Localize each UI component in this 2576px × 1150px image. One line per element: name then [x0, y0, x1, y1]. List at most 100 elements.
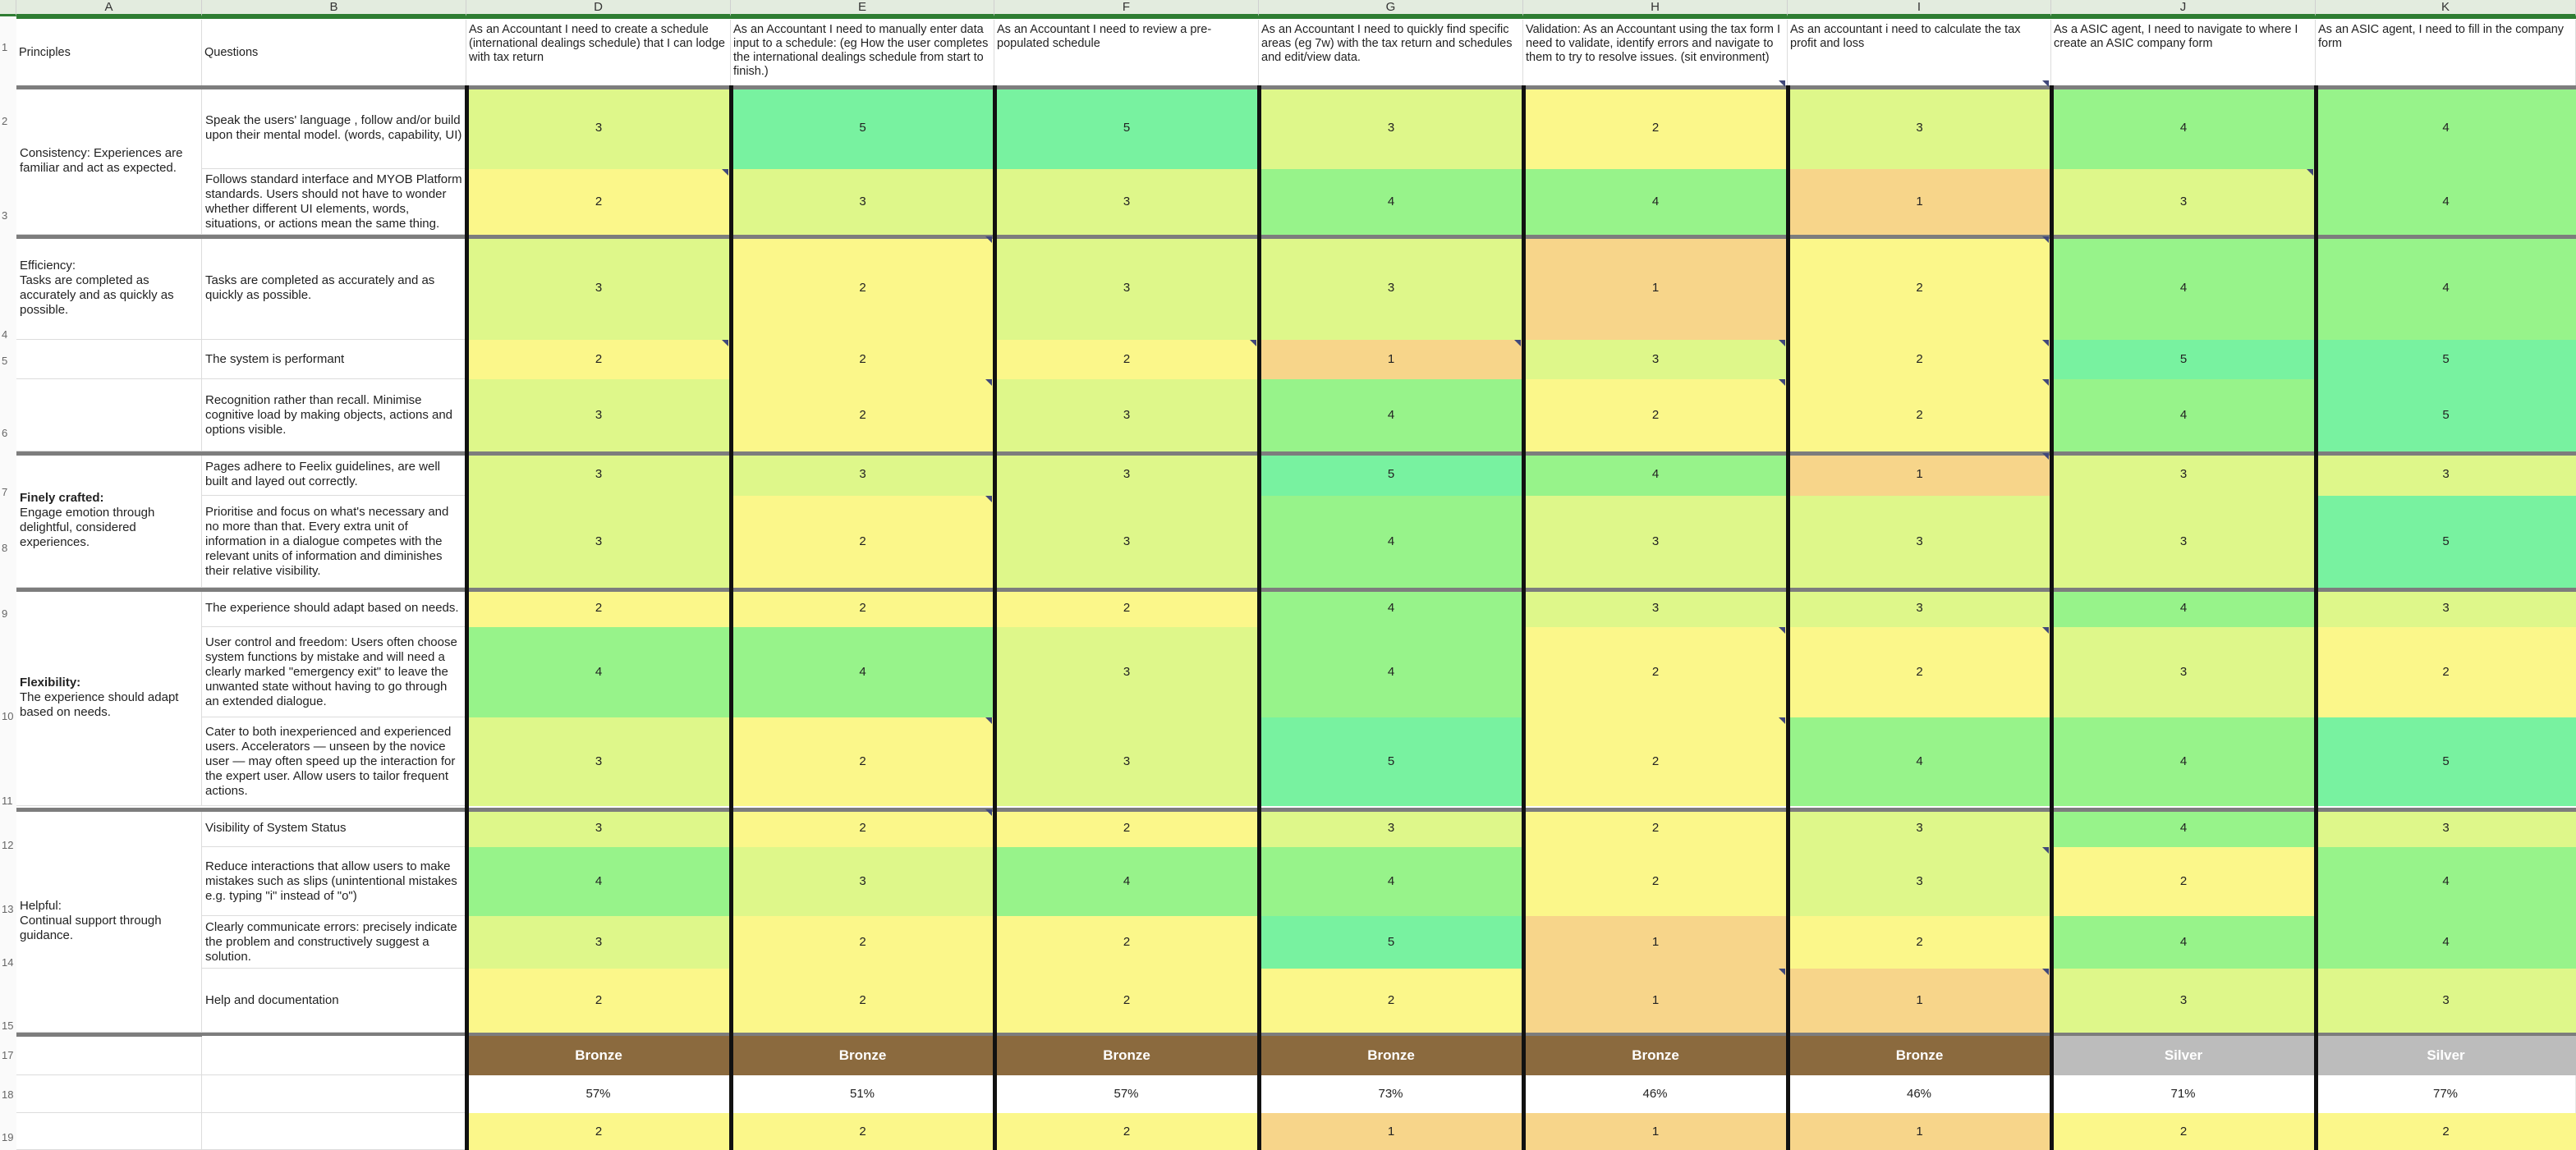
score-cell-g[interactable]: 4	[1259, 496, 1523, 588]
comment-marker[interactable]	[1779, 340, 1785, 346]
score-cell-k[interactable]: 5	[2316, 379, 2576, 451]
question-cell[interactable]: Tasks are completed as accurately and as…	[202, 236, 466, 340]
score-cell-f[interactable]: 3	[994, 627, 1259, 717]
percentage-cell-i[interactable]: 46%	[1788, 1075, 2051, 1113]
column-header-j[interactable]: J	[2051, 0, 2316, 16]
score-cell-f[interactable]: 2	[994, 340, 1259, 379]
score-cell-g[interactable]: 3	[1259, 87, 1523, 169]
question-cell[interactable]: The system is performant	[202, 340, 466, 379]
comment-marker[interactable]	[2042, 80, 2049, 87]
comment-marker[interactable]	[1250, 340, 1256, 346]
score-cell-g[interactable]: 1	[1259, 340, 1523, 379]
percentage-cell-d[interactable]: 57%	[466, 1075, 731, 1113]
bottom-score-cell-j[interactable]: 2	[2051, 1113, 2316, 1150]
column-header-a[interactable]: A	[16, 0, 202, 16]
score-cell-j[interactable]: 4	[2051, 809, 2316, 847]
score-cell-k[interactable]: 5	[2316, 496, 2576, 588]
score-cell-f[interactable]: 5	[994, 87, 1259, 169]
score-cell-i[interactable]: 4	[1788, 717, 2051, 806]
bottom-score-cell-g[interactable]: 1	[1259, 1113, 1523, 1150]
score-cell-k[interactable]: 5	[2316, 340, 2576, 379]
score-cell-j[interactable]: 3	[2051, 496, 2316, 588]
score-cell-d[interactable]: 3	[466, 87, 731, 169]
empty-cell-b[interactable]	[202, 1036, 466, 1075]
header-story-k[interactable]: As an ASIC agent, I need to fill in the …	[2316, 20, 2576, 85]
score-cell-d[interactable]: 2	[466, 969, 731, 1033]
score-cell-f[interactable]: 3	[994, 169, 1259, 235]
comment-marker[interactable]	[2307, 169, 2313, 176]
score-cell-f[interactable]: 2	[994, 809, 1259, 847]
score-cell-g[interactable]: 4	[1259, 169, 1523, 235]
score-cell-k[interactable]: 4	[2316, 236, 2576, 340]
score-cell-g[interactable]: 2	[1259, 969, 1523, 1033]
score-cell-f[interactable]: 3	[994, 496, 1259, 588]
comment-marker[interactable]	[985, 809, 992, 816]
principle-flexibility[interactable]: Flexibility: The experience should adapt …	[16, 589, 202, 806]
score-cell-j[interactable]: 4	[2051, 379, 2316, 451]
question-cell[interactable]: Recognition rather than recall. Minimise…	[202, 379, 466, 451]
comment-marker[interactable]	[1779, 379, 1785, 386]
score-cell-f[interactable]: 3	[994, 453, 1259, 496]
score-cell-g[interactable]: 4	[1259, 589, 1523, 627]
comment-marker[interactable]	[2042, 340, 2049, 346]
bottom-score-cell-e[interactable]: 2	[731, 1113, 994, 1150]
score-cell-j[interactable]: 3	[2051, 627, 2316, 717]
question-cell[interactable]: Cater to both inexperienced and experien…	[202, 717, 466, 806]
score-cell-d[interactable]: 2	[466, 169, 731, 235]
comment-marker[interactable]	[1779, 717, 1785, 724]
score-cell-h[interactable]: 2	[1523, 847, 1788, 916]
row-number[interactable]: 3	[2, 209, 8, 222]
comment-marker[interactable]	[2042, 627, 2049, 634]
score-cell-d[interactable]: 4	[466, 847, 731, 916]
bottom-score-cell-i[interactable]: 1	[1788, 1113, 2051, 1150]
medal-cell-e[interactable]: Bronze	[731, 1036, 994, 1075]
score-cell-e[interactable]: 3	[731, 847, 994, 916]
score-cell-i[interactable]: 3	[1788, 809, 2051, 847]
score-cell-k[interactable]: 3	[2316, 453, 2576, 496]
principle-helpful[interactable]: Helpful: Continual support through guidan…	[16, 809, 202, 1033]
comment-marker[interactable]	[2042, 379, 2049, 386]
score-cell-i[interactable]: 1	[1788, 169, 2051, 235]
medal-cell-d[interactable]: Bronze	[466, 1036, 731, 1075]
score-cell-j[interactable]: 3	[2051, 169, 2316, 235]
score-cell-f[interactable]: 2	[994, 916, 1259, 969]
score-cell-i[interactable]: 2	[1788, 379, 2051, 451]
score-cell-i[interactable]: 2	[1788, 236, 2051, 340]
row-number[interactable]: 17	[2, 1049, 14, 1061]
score-cell-d[interactable]: 3	[466, 916, 731, 969]
row-number[interactable]: 15	[2, 1019, 14, 1032]
comment-marker[interactable]	[1779, 969, 1785, 975]
question-cell[interactable]: Reduce interactions that allow users to …	[202, 847, 466, 916]
score-cell-j[interactable]: 4	[2051, 717, 2316, 806]
empty-cell-a19[interactable]	[16, 1113, 202, 1150]
empty-cell-a6[interactable]	[16, 379, 202, 451]
column-header-f[interactable]: F	[994, 0, 1259, 16]
score-cell-k[interactable]: 5	[2316, 717, 2576, 806]
score-cell-h[interactable]: 4	[1523, 453, 1788, 496]
score-cell-h[interactable]: 2	[1523, 379, 1788, 451]
score-cell-g[interactable]: 5	[1259, 916, 1523, 969]
score-cell-d[interactable]: 2	[466, 589, 731, 627]
comment-marker[interactable]	[1779, 627, 1785, 634]
score-cell-i[interactable]: 1	[1788, 453, 2051, 496]
score-cell-g[interactable]: 4	[1259, 847, 1523, 916]
principle-consistency[interactable]: Consistency: Experiences are familiar an…	[16, 87, 202, 235]
bottom-score-cell-d[interactable]: 2	[466, 1113, 731, 1150]
row-number[interactable]: 7	[2, 486, 8, 498]
medal-cell-i[interactable]: Bronze	[1788, 1036, 2051, 1075]
column-header-k[interactable]: K	[2316, 0, 2576, 16]
score-cell-k[interactable]: 3	[2316, 809, 2576, 847]
score-cell-e[interactable]: 3	[731, 453, 994, 496]
header-story-f[interactable]: As an Accountant I need to review a pre-…	[994, 20, 1259, 85]
row-number[interactable]: 14	[2, 956, 14, 969]
score-cell-h[interactable]: 1	[1523, 969, 1788, 1033]
score-cell-g[interactable]: 3	[1259, 809, 1523, 847]
medal-cell-f[interactable]: Bronze	[994, 1036, 1259, 1075]
row-number[interactable]: 1	[2, 41, 8, 53]
column-header-d[interactable]: D	[466, 0, 731, 16]
percentage-cell-j[interactable]: 71%	[2051, 1075, 2316, 1113]
comment-marker[interactable]	[985, 717, 992, 724]
row-number[interactable]: 9	[2, 607, 8, 620]
score-cell-j[interactable]: 2	[2051, 847, 2316, 916]
bottom-score-cell-f[interactable]: 2	[994, 1113, 1259, 1150]
